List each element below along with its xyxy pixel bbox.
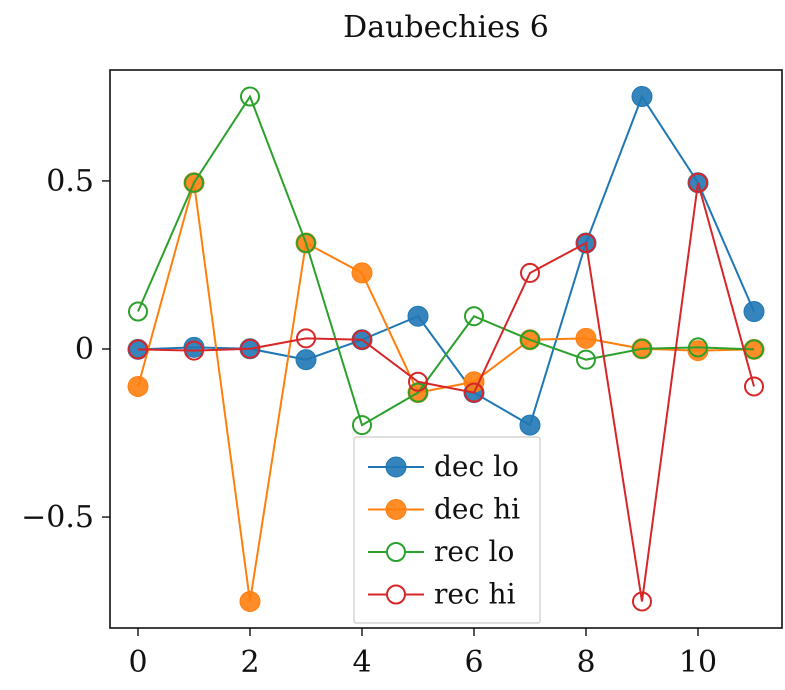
data-point — [408, 371, 428, 392]
x-tick-label: 4 — [352, 645, 371, 680]
data-point — [407, 305, 429, 327]
data-point — [464, 306, 484, 327]
data-point — [184, 340, 204, 361]
y-tick-label: −0.5 — [21, 500, 94, 535]
x-tick-label: 8 — [576, 645, 595, 680]
x-tick-label: 2 — [240, 645, 259, 680]
data-point — [128, 339, 148, 360]
legend-marker — [385, 456, 407, 478]
legend-marker — [386, 542, 406, 562]
legend-marker — [385, 499, 407, 520]
data-point — [352, 415, 372, 436]
data-point — [240, 86, 260, 107]
x-tick-label: 0 — [128, 645, 147, 680]
data-point — [519, 414, 541, 436]
data-point — [296, 233, 316, 254]
data-point — [632, 338, 652, 359]
data-point — [688, 172, 708, 193]
data-point — [183, 336, 205, 358]
data-point — [352, 329, 372, 350]
legend-item: dec hi — [368, 493, 520, 526]
data-point — [128, 301, 148, 322]
series-rec-hi — [128, 172, 764, 612]
legend-label: dec hi — [434, 493, 520, 526]
data-point — [520, 262, 540, 283]
data-point — [744, 376, 764, 397]
legend-item: dec lo — [368, 450, 519, 483]
legend-item: rec hi — [368, 578, 516, 611]
data-point — [687, 340, 709, 362]
legend-item: rec lo — [368, 535, 514, 568]
data-point — [295, 349, 317, 371]
data-point — [184, 172, 204, 193]
data-point — [632, 591, 652, 612]
axis-ticks: 0 2 4 6 8 10 −0.5 0 0.5 — [21, 164, 717, 680]
data-point — [240, 338, 260, 359]
data-point — [576, 349, 596, 370]
legend-marker — [386, 584, 406, 605]
data-point — [296, 328, 316, 349]
series-line — [137, 94, 755, 427]
data-point — [743, 301, 765, 323]
data-point — [464, 382, 484, 403]
data-point — [576, 233, 596, 254]
data-point — [575, 327, 597, 349]
data-point — [688, 337, 708, 358]
series-layer — [127, 86, 765, 612]
x-tick-label: 10 — [679, 645, 717, 680]
chart-title: Daubechies 6 — [343, 10, 549, 45]
data-point — [631, 86, 653, 108]
series-rec-lo — [128, 86, 764, 436]
data-point — [520, 329, 540, 350]
data-point — [127, 375, 149, 397]
data-point — [408, 382, 428, 403]
legend-label: rec hi — [434, 578, 516, 611]
y-tick-label: 0 — [75, 332, 94, 367]
data-point — [744, 339, 764, 360]
data-point — [351, 262, 373, 284]
series-line — [137, 94, 755, 427]
legend-label: dec lo — [434, 450, 519, 483]
data-point — [463, 371, 485, 393]
y-tick-label: 0.5 — [46, 164, 94, 199]
x-tick-label: 6 — [464, 645, 483, 680]
legend-box — [353, 436, 541, 624]
legend-label: rec lo — [434, 535, 514, 568]
data-point — [239, 590, 261, 612]
legend: dec lo dec hi rec lo rec hi — [353, 436, 541, 624]
